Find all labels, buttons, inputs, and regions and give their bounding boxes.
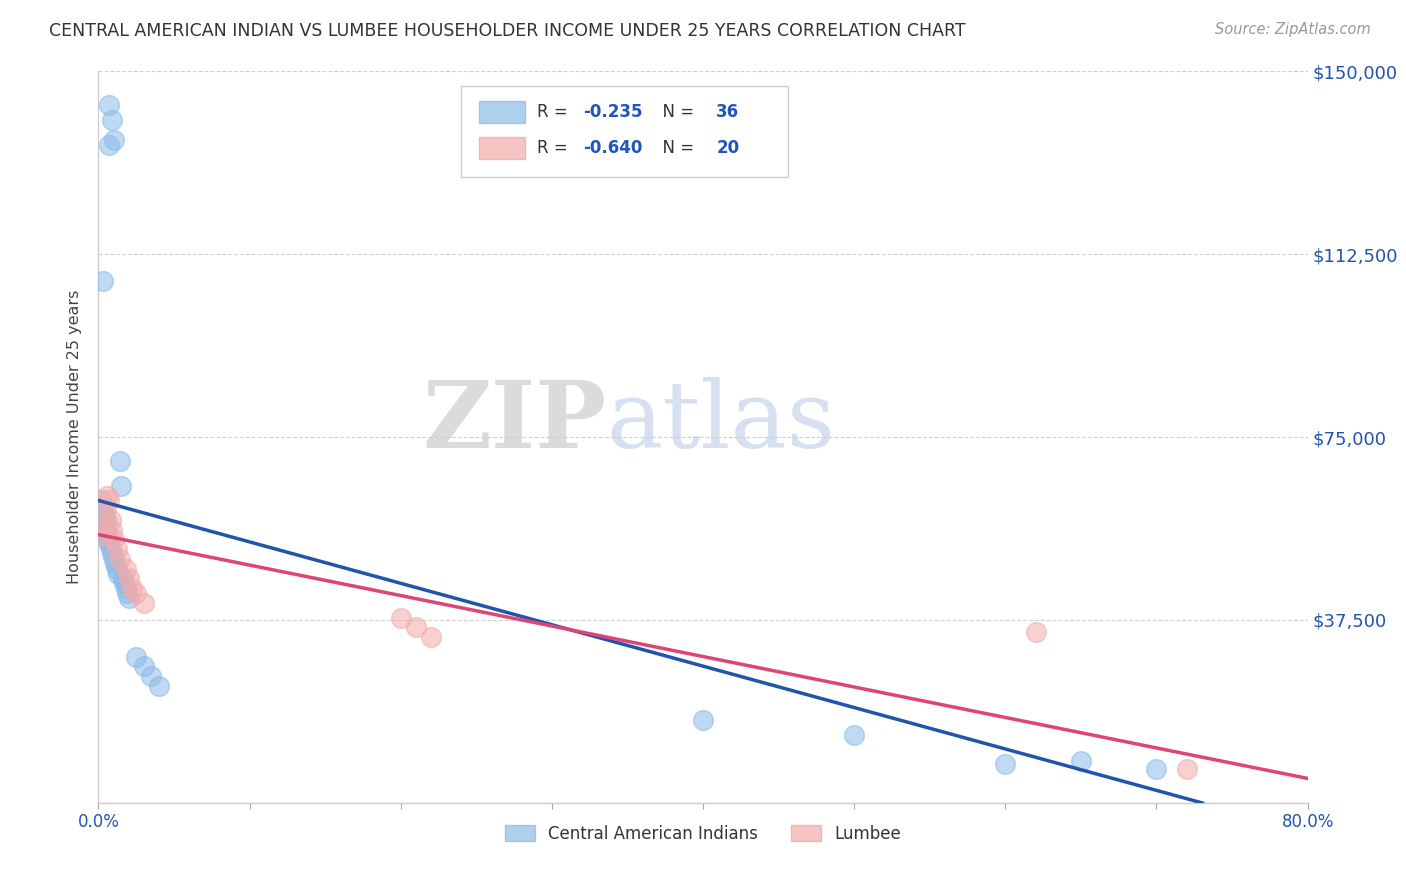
Point: [118, 572, 141, 586]
Point: [389, 610, 412, 624]
Point: [1024, 625, 1046, 640]
Point: [98, 537, 121, 551]
Text: ZIP: ZIP: [422, 377, 606, 467]
Point: [692, 713, 714, 727]
Point: [94, 503, 117, 517]
Text: -0.235: -0.235: [583, 103, 643, 120]
Point: [94, 523, 117, 537]
Point: [96, 533, 118, 547]
Point: [104, 557, 127, 571]
Point: [405, 620, 427, 634]
Point: [100, 513, 122, 527]
Point: [1070, 755, 1092, 769]
Point: [1175, 762, 1198, 776]
Point: [91, 274, 114, 288]
Point: [93, 508, 115, 522]
Point: [111, 572, 134, 586]
Point: [96, 489, 118, 503]
Point: [98, 98, 121, 112]
Point: [101, 547, 124, 561]
Point: [994, 756, 1017, 771]
Point: [100, 542, 122, 557]
Text: -0.640: -0.640: [583, 139, 643, 157]
FancyBboxPatch shape: [461, 86, 787, 178]
Point: [103, 133, 125, 147]
Point: [93, 527, 115, 541]
Text: CENTRAL AMERICAN INDIAN VS LUMBEE HOUSEHOLDER INCOME UNDER 25 YEARS CORRELATION : CENTRAL AMERICAN INDIAN VS LUMBEE HOUSEH…: [49, 22, 966, 40]
Point: [141, 669, 163, 683]
Point: [101, 523, 124, 537]
Text: N =: N =: [652, 103, 700, 120]
Point: [91, 517, 114, 532]
Point: [114, 581, 136, 595]
Point: [96, 527, 118, 541]
FancyBboxPatch shape: [479, 101, 526, 122]
Point: [105, 542, 128, 557]
Text: 20: 20: [716, 139, 740, 157]
Point: [103, 552, 125, 566]
Point: [112, 576, 135, 591]
Point: [125, 649, 148, 664]
Text: 36: 36: [716, 103, 740, 120]
Point: [94, 513, 117, 527]
Point: [98, 137, 121, 152]
Point: [108, 454, 131, 468]
FancyBboxPatch shape: [479, 137, 526, 159]
Text: R =: R =: [537, 139, 574, 157]
Point: [98, 493, 121, 508]
Point: [107, 566, 129, 581]
Legend: Central American Indians, Lumbee: Central American Indians, Lumbee: [498, 818, 908, 849]
Point: [105, 562, 128, 576]
Point: [132, 659, 155, 673]
Text: N =: N =: [652, 139, 700, 157]
Point: [148, 679, 170, 693]
Point: [125, 586, 148, 600]
Point: [90, 493, 112, 508]
Text: Source: ZipAtlas.com: Source: ZipAtlas.com: [1215, 22, 1371, 37]
Y-axis label: Householder Income Under 25 years: Householder Income Under 25 years: [67, 290, 83, 584]
Point: [132, 596, 155, 610]
Point: [118, 591, 141, 605]
Point: [844, 727, 866, 741]
Text: R =: R =: [537, 103, 574, 120]
Point: [420, 630, 443, 644]
Point: [121, 581, 143, 595]
Point: [1144, 762, 1167, 776]
Point: [110, 479, 132, 493]
Point: [115, 586, 138, 600]
Point: [91, 503, 114, 517]
Point: [108, 552, 131, 566]
Point: [114, 562, 136, 576]
Point: [101, 113, 124, 128]
Point: [93, 517, 115, 532]
Text: atlas: atlas: [606, 377, 835, 467]
Point: [103, 533, 125, 547]
